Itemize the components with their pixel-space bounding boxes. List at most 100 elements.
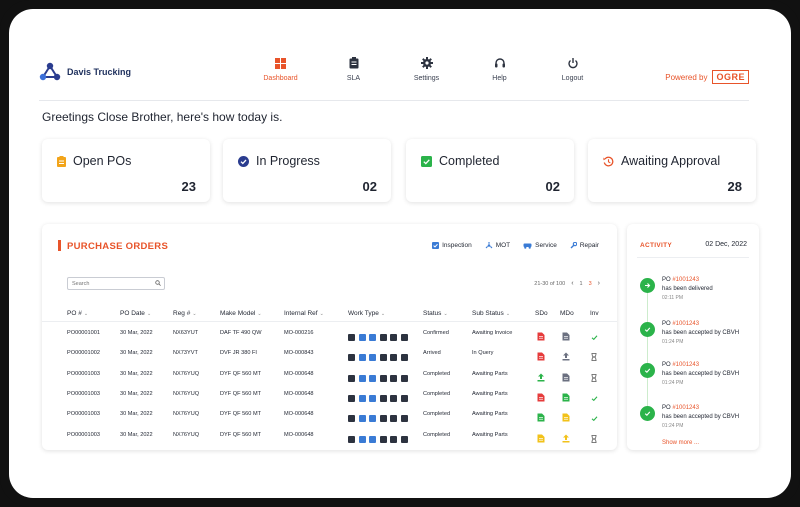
mot-icon[interactable] [358,369,367,382]
document-icon[interactable] [400,348,409,362]
stat-card-awaiting-approval[interactable]: Awaiting Approval 28 [588,139,756,202]
nav-logout[interactable]: Logout [536,56,609,82]
column-header-sdo[interactable]: SDo [535,310,548,317]
show-more-link[interactable]: Show more ... [662,440,700,446]
cell-reg: NX63YUT [173,330,199,336]
invoice-check-icon[interactable] [591,389,598,407]
stat-value: 28 [727,179,742,194]
logo-icon [39,62,61,81]
column-header-po[interactable]: PO # ⌄ [67,310,89,317]
inspection-icon[interactable] [348,369,356,382]
column-header-reg[interactable]: Reg # ⌄ [173,310,197,317]
column-header-work-type[interactable]: Work Type ⌄ [348,310,386,317]
sdo-document-icon[interactable] [537,409,545,427]
nav-settings[interactable]: Settings [390,56,463,82]
tools-icon[interactable] [379,409,388,423]
mdo-document-icon[interactable] [562,430,570,448]
mdo-document-icon[interactable] [562,328,570,346]
wrench-icon[interactable] [390,430,398,443]
inspection-icon[interactable] [348,348,356,362]
document-icon[interactable] [400,369,409,382]
sdo-document-icon[interactable] [537,348,545,366]
document-icon[interactable] [400,328,409,341]
column-header-make-model[interactable]: Make Model ⌄ [220,310,262,317]
check-icon [640,406,655,421]
tools-icon[interactable] [379,369,388,382]
invoice-pending-icon[interactable] [591,369,597,387]
column-header-internal-ref[interactable]: Internal Ref ⌄ [284,310,324,317]
tools-icon[interactable] [379,389,388,402]
mdo-document-icon[interactable] [562,369,570,387]
wrench-icon[interactable] [390,369,398,382]
mot-icon[interactable] [358,328,367,341]
column-header-mdo[interactable]: MDo [560,310,574,317]
sdo-document-icon[interactable] [537,369,545,387]
document-icon[interactable] [400,389,409,402]
tools-icon[interactable] [379,348,388,362]
inspection-icon[interactable] [348,409,356,423]
mdo-document-icon[interactable] [562,348,570,366]
table-row[interactable]: PO00001002 30 Mar, 2022 NX73YVT DVF JR 380 … [42,344,617,364]
pagination-prev[interactable]: ‹ [571,280,574,287]
stat-card-in-progress[interactable]: In Progress 02 [223,139,391,202]
pagination-page-1[interactable]: 1 [579,280,583,287]
wrench-icon[interactable] [390,409,398,423]
service-icon[interactable] [369,348,377,362]
cell-sub: In Query [472,350,494,357]
wrench-icon[interactable] [390,328,398,341]
table-row[interactable]: PO00001003 30 Mar, 2022 NX76YUQ DYF QF 560 … [42,365,617,385]
wrench-icon[interactable] [390,389,398,402]
pagination-next[interactable]: › [597,280,600,287]
activity-po-link[interactable]: #1001243 [672,405,700,411]
sdo-document-icon[interactable] [537,328,545,346]
mot-icon[interactable] [358,409,367,423]
inspection-icon[interactable] [348,328,356,341]
mot-icon[interactable] [358,348,367,362]
service-icon[interactable] [369,328,377,341]
brand-logo: OGRE [712,70,749,84]
sdo-document-icon[interactable] [537,430,545,448]
activity-po-link[interactable]: #1001243 [672,321,700,327]
service-icon[interactable] [369,369,377,382]
sdo-document-icon[interactable] [537,389,545,407]
cell-status: Confirmed [423,330,449,336]
pagination-current-page[interactable]: 3 [588,280,592,287]
column-header-inv[interactable]: Inv [590,310,599,317]
activity-po-link[interactable]: #1001243 [672,277,700,283]
invoice-pending-icon[interactable] [591,348,597,366]
inspection-icon[interactable] [348,389,356,402]
nav-dashboard[interactable]: Dashboard [244,56,317,82]
app-logo[interactable]: Davis Trucking [39,62,131,82]
stat-card-completed[interactable]: Completed 02 [406,139,574,202]
column-header-status[interactable]: Status ⌄ [423,310,448,317]
document-icon[interactable] [400,409,409,423]
activity-po-link[interactable]: #1001243 [672,362,700,368]
mot-icon[interactable] [358,389,367,402]
mot-icon[interactable] [358,430,367,443]
table-row[interactable]: PO00001001 30 Mar, 2022 NX63YUT DAF TF 490 … [42,324,617,344]
mdo-document-icon[interactable] [562,389,570,407]
service-icon[interactable] [369,430,377,443]
table-row[interactable]: PO00001003 30 Mar, 2022 NX76YUQ DYF QF 560 … [42,385,617,405]
invoice-check-icon[interactable] [591,409,598,427]
gear-icon [420,56,434,70]
column-header-po-date[interactable]: PO Date ⌄ [120,310,152,317]
nav-help[interactable]: Help [463,56,536,82]
search-input[interactable] [72,279,152,289]
document-icon[interactable] [400,430,409,443]
search-icon[interactable] [155,280,161,286]
service-icon[interactable] [369,389,377,402]
table-row[interactable]: PO00001003 30 Mar, 2022 NX76YUQ DYF QF 560 … [42,426,617,446]
wrench-icon[interactable] [390,348,398,362]
tools-icon[interactable] [379,328,388,341]
nav-sla[interactable]: SLA [317,56,390,82]
invoice-pending-icon[interactable] [591,430,597,448]
column-header-sub-status[interactable]: Sub Status ⌄ [472,310,511,317]
invoice-check-icon[interactable] [591,328,598,346]
mdo-document-icon[interactable] [562,409,570,427]
tools-icon[interactable] [379,430,388,443]
table-row[interactable]: PO00001003 30 Mar, 2022 NX76YUQ DYF QF 560 … [42,405,617,425]
service-icon[interactable] [369,409,377,423]
inspection-icon[interactable] [348,430,356,443]
stat-card-open-pos[interactable]: Open POs 23 [42,139,210,202]
